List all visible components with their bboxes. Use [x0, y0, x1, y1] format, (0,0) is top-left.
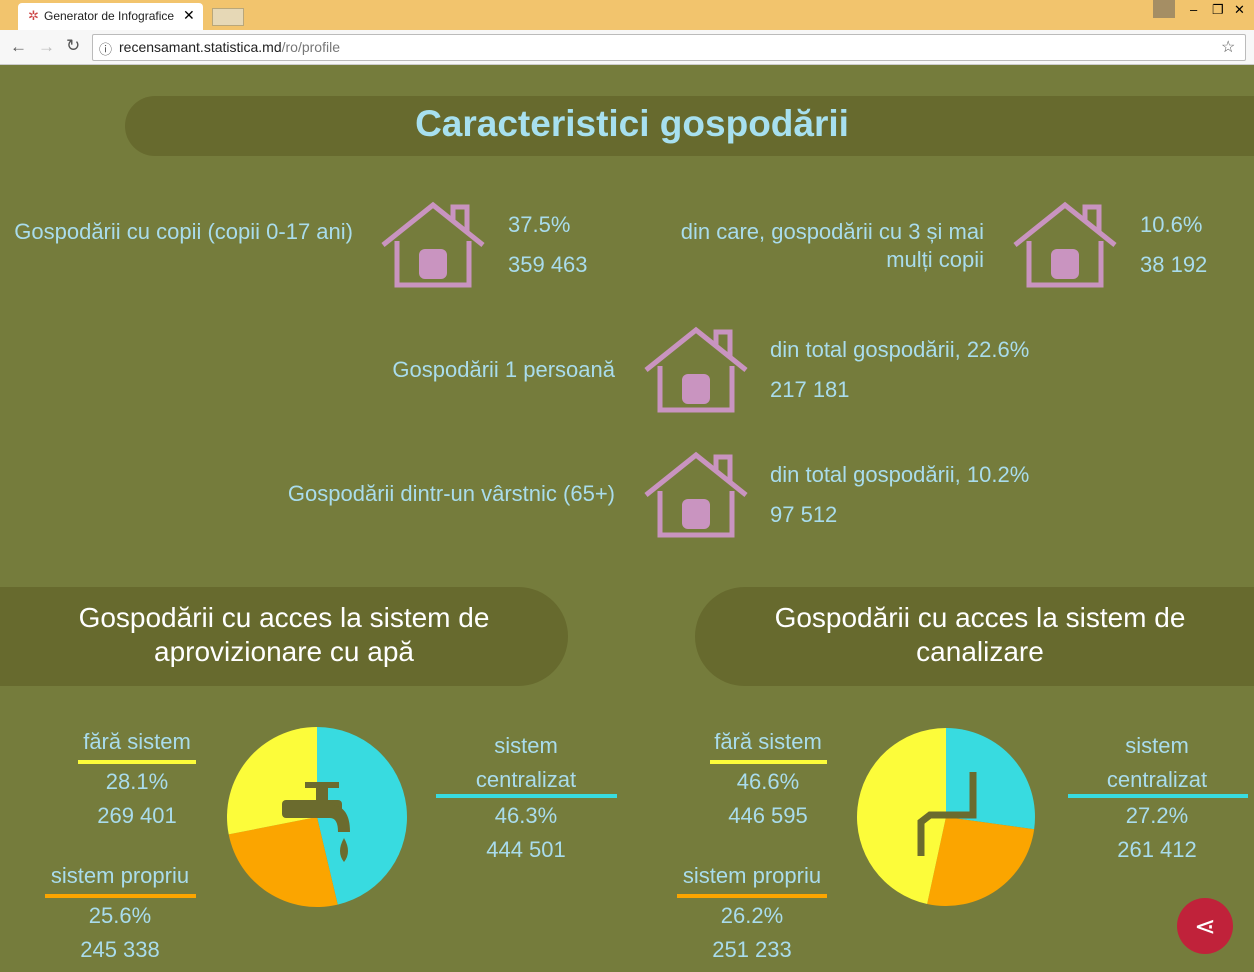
restore[interactable]: ❐: [1212, 2, 1224, 17]
legend-share: 26.2%: [720, 903, 784, 928]
legend-label: sistem centralizat: [1106, 733, 1208, 792]
legend-label: sistem propriu: [682, 863, 822, 888]
url-host: recensamant.statistica.md: [119, 39, 282, 55]
section-banner: [0, 587, 568, 686]
share-button[interactable]: ⋖: [1177, 898, 1233, 954]
pie-slice: [856, 728, 946, 904]
minimize[interactable]: –: [1190, 2, 1198, 17]
tab-close[interactable]: ✕: [183, 7, 195, 23]
faucet-icon: [316, 785, 328, 803]
pie-slice: [227, 727, 317, 835]
legend-count: 444 501: [486, 837, 566, 862]
legend-share: 46.6%: [736, 769, 800, 794]
house-icon: [394, 241, 472, 288]
faucet-icon: [340, 838, 348, 862]
new-tab[interactable]: [212, 8, 244, 26]
household-count: 97 512: [770, 502, 838, 527]
legend-label: sistem propriu: [50, 863, 190, 888]
forward[interactable]: →: [38, 37, 55, 56]
people-icon: [682, 374, 710, 404]
legend-share: 46.3%: [494, 803, 558, 828]
profile[interactable]: [1153, 0, 1175, 18]
house-icon: [657, 491, 735, 538]
pie-slice: [946, 728, 1035, 830]
tab-icon: ✲: [28, 8, 39, 23]
faucet-icon: [305, 782, 339, 788]
pie-slice: [228, 817, 338, 907]
toolbar: ← → ↻ ⓘ recensamant.statistica.md/ro/pro…: [0, 30, 1254, 65]
title: Caracteristici gospodării: [415, 103, 849, 144]
reload[interactable]: ↻: [66, 36, 81, 55]
household-label: Gospodării dintr-un vârstnic (65+): [287, 481, 615, 506]
legend-label: fără sistem: [83, 729, 191, 754]
house-icon: [713, 329, 733, 358]
url: recensamant.statistica.md/ro/profile: [119, 39, 340, 55]
house-icon: [450, 204, 470, 233]
people-icon: [1051, 249, 1079, 279]
section-banner: [695, 587, 1254, 686]
title-banner: [125, 96, 1254, 156]
house-icon: [1082, 204, 1102, 233]
tab-title: Generator de Infografice: [44, 9, 174, 23]
tab[interactable]: ✲ Generator de Infografice ✕: [18, 3, 203, 30]
faucet-icon: [282, 800, 342, 818]
legend-share: 27.2%: [1125, 803, 1189, 828]
legend-label: fără sistem: [714, 729, 822, 754]
house-icon: [657, 366, 735, 413]
bookmark[interactable]: ☆: [1221, 39, 1236, 56]
legend-count: 245 338: [80, 937, 160, 962]
section-title: Gospodării cu acces la sistem de aproviz…: [78, 602, 490, 667]
close[interactable]: ✕: [1234, 2, 1245, 17]
household-share: din total gospodării, 10.2%: [770, 462, 1030, 487]
pipe-icon: [917, 772, 977, 856]
people-icon: [419, 249, 447, 279]
people-icon: [682, 499, 710, 529]
legend-count: 251 233: [712, 937, 792, 962]
legend-share: 25.6%: [88, 903, 152, 928]
url-path: /ro/profile: [281, 39, 340, 55]
house-icon: [1026, 241, 1104, 288]
household-count: 359 463: [508, 252, 588, 277]
info-icon[interactable]: ⓘ: [99, 42, 113, 57]
back[interactable]: ←: [10, 37, 27, 56]
legend-count: 261 412: [1117, 837, 1197, 862]
section-title: Gospodării cu acces la sistem de canaliz…: [774, 602, 1186, 667]
address-bar[interactable]: ⓘ recensamant.statistica.md/ro/profile ☆: [92, 34, 1246, 61]
house-icon: [713, 454, 733, 483]
legend-count: 446 595: [728, 803, 808, 828]
household-count: 217 181: [770, 377, 850, 402]
household-share: 10.6%: [1140, 212, 1203, 237]
household-label: Gospodării cu copii (copii 0-17 ani): [14, 219, 353, 244]
legend-count: 269 401: [97, 803, 177, 828]
pie-slice: [317, 727, 408, 905]
legend-label: sistem centralizat: [475, 733, 577, 792]
pie-slice: [927, 817, 1035, 906]
legend-share: 28.1%: [105, 769, 169, 794]
faucet-icon: [330, 805, 350, 832]
household-label: Gospodării 1 persoană: [392, 357, 615, 382]
tab-bar: ✲ Generator de Infografice ✕ – ❐ ✕: [0, 0, 1254, 30]
household-share: din total gospodării, 22.6%: [770, 337, 1030, 362]
household-share: 37.5%: [508, 212, 571, 237]
household-label: din care, gospodării cu 3 și mai mulți c…: [680, 219, 984, 272]
household-count: 38 192: [1140, 252, 1208, 277]
